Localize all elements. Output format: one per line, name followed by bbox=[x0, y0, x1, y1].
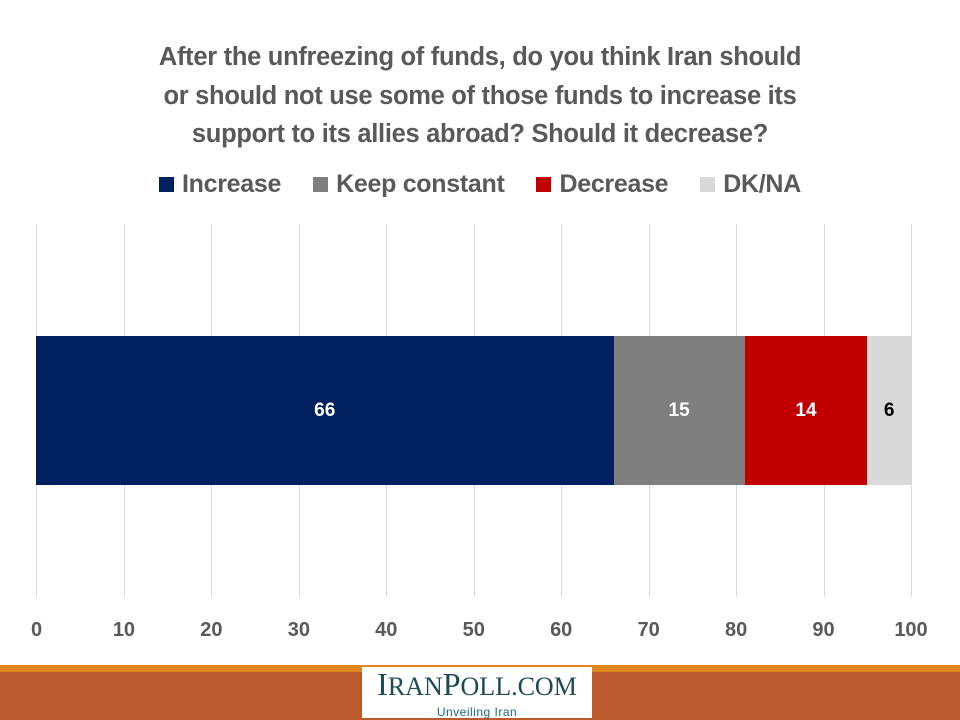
logo-tagline: Unveiling Iran bbox=[436, 705, 518, 719]
data-label: 6 bbox=[883, 399, 895, 421]
x-tick-label: 0 bbox=[30, 619, 43, 641]
legend-item-keep-constant: Keep constant bbox=[313, 170, 505, 199]
legend-label-decrease: Decrease bbox=[559, 170, 669, 198]
data-label: 15 bbox=[668, 399, 690, 421]
plot-area: 66 15 14 6 bbox=[36, 224, 912, 597]
legend-label-dkna: DK/NA bbox=[723, 170, 801, 198]
legend-item-increase: Increase bbox=[159, 170, 281, 199]
x-tick-label: 50 bbox=[462, 619, 485, 641]
legend-swatch-increase bbox=[159, 177, 175, 192]
bar-segment-decrease: 14 bbox=[744, 336, 868, 485]
chart-legend: Increase Keep constant Decrease DK/NA bbox=[0, 170, 960, 199]
bar-segment-dk-na: 6 bbox=[867, 336, 911, 485]
chart-title-line-1: After the unfreezing of funds, do you th… bbox=[158, 43, 802, 71]
legend-label-increase: Increase bbox=[182, 170, 282, 198]
logo-wordmark: IRANPOLL.COM bbox=[377, 666, 577, 702]
data-label: 66 bbox=[314, 399, 336, 421]
x-tick-label: 100 bbox=[894, 619, 928, 641]
chart-title-line-3: support to its allies abroad? Should it … bbox=[191, 120, 769, 148]
bar-segment-increase: 66 bbox=[36, 336, 614, 485]
x-tick-label: 40 bbox=[375, 619, 398, 641]
legend-swatch-decrease bbox=[536, 177, 552, 192]
gridline-100 bbox=[911, 224, 912, 597]
data-label: 14 bbox=[795, 399, 817, 421]
x-tick-label: 30 bbox=[287, 619, 310, 641]
stacked-bar: 66 15 14 6 bbox=[36, 336, 911, 485]
x-tick-label: 80 bbox=[724, 619, 748, 641]
x-tick-label: 20 bbox=[200, 619, 223, 641]
legend-item-dkna: DK/NA bbox=[700, 170, 801, 199]
legend-swatch-keep-constant bbox=[313, 177, 329, 192]
chart-title: After the unfreezing of funds, do you th… bbox=[80, 38, 880, 154]
x-tick-label: 60 bbox=[550, 619, 573, 641]
x-tick-label: 90 bbox=[812, 619, 835, 641]
chart-title-line-2: or should not use some of those funds to… bbox=[163, 81, 797, 110]
legend-label-keep-constant: Keep constant bbox=[336, 170, 505, 198]
bar-segment-keep-constant: 15 bbox=[613, 336, 745, 485]
x-tick-label: 10 bbox=[112, 619, 136, 641]
legend-item-decrease: Decrease bbox=[536, 170, 669, 199]
iranpoll-logo: IRANPOLL.COM Unveiling Iran bbox=[362, 666, 592, 719]
x-tick-label: 70 bbox=[637, 619, 660, 641]
legend-swatch-dkna bbox=[700, 177, 716, 192]
